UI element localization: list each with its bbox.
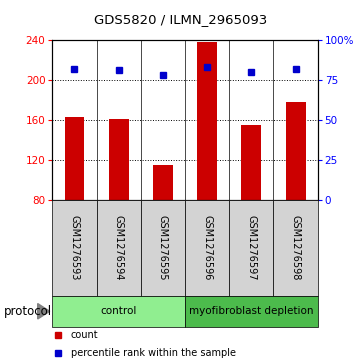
Text: GSM1276598: GSM1276598 (291, 215, 301, 281)
Text: control: control (100, 306, 137, 316)
Bar (153, 165, 173, 200)
Bar (97, 200, 141, 296)
Bar (274, 200, 318, 296)
Text: myofibroblast depletion: myofibroblast depletion (189, 306, 314, 316)
Bar (65, 117, 84, 200)
Text: protocol: protocol (4, 305, 52, 318)
Bar (242, 125, 261, 200)
Bar (109, 119, 129, 200)
Text: GSM1276593: GSM1276593 (69, 215, 79, 281)
Text: GSM1276596: GSM1276596 (202, 215, 212, 281)
Bar (52, 200, 97, 296)
Text: GDS5820 / ILMN_2965093: GDS5820 / ILMN_2965093 (94, 13, 267, 26)
Bar (286, 102, 305, 200)
Bar (229, 200, 274, 296)
Text: GSM1276597: GSM1276597 (246, 215, 256, 281)
Bar (197, 42, 217, 200)
Bar (185, 296, 318, 327)
Bar (185, 200, 229, 296)
Text: percentile rank within the sample: percentile rank within the sample (71, 348, 236, 358)
Text: count: count (71, 330, 99, 340)
Text: GSM1276595: GSM1276595 (158, 215, 168, 281)
Text: GSM1276594: GSM1276594 (114, 215, 124, 281)
Bar (52, 296, 185, 327)
Bar (141, 200, 185, 296)
Polygon shape (38, 303, 50, 319)
